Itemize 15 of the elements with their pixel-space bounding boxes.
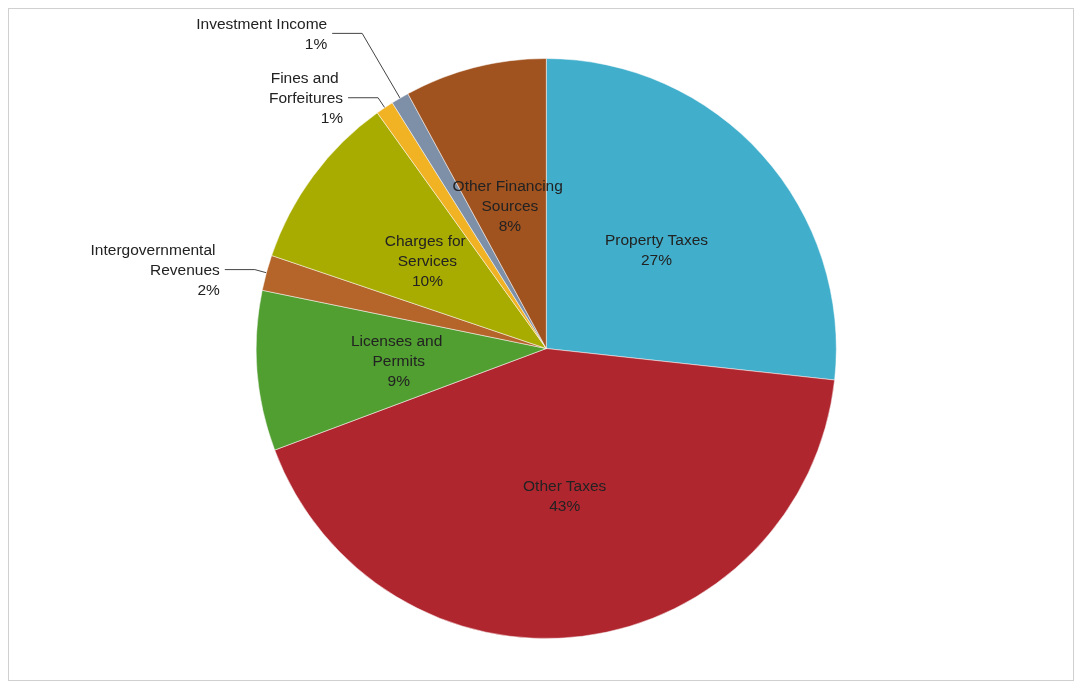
slice-label: Intergovernmental Revenues (90, 241, 221, 279)
slice-label: Property Taxes (604, 231, 709, 249)
data-label: 8% (498, 216, 522, 234)
data-label: 27% (640, 251, 673, 269)
slice-label: Licenses and Permits (350, 331, 447, 369)
data-label: 43% (549, 496, 581, 514)
data-label: 2% (197, 281, 221, 299)
slice-label: Fines and Forfeitures (268, 69, 344, 107)
slice-label: Charges for Services (384, 231, 471, 269)
data-label: 1% (320, 109, 344, 127)
slice-label: Other Taxes (523, 476, 607, 494)
data-label: 10% (411, 271, 444, 289)
data-label: 9% (387, 371, 411, 389)
data-label: 1% (304, 34, 328, 52)
slice-label: Investment Income (196, 14, 328, 32)
